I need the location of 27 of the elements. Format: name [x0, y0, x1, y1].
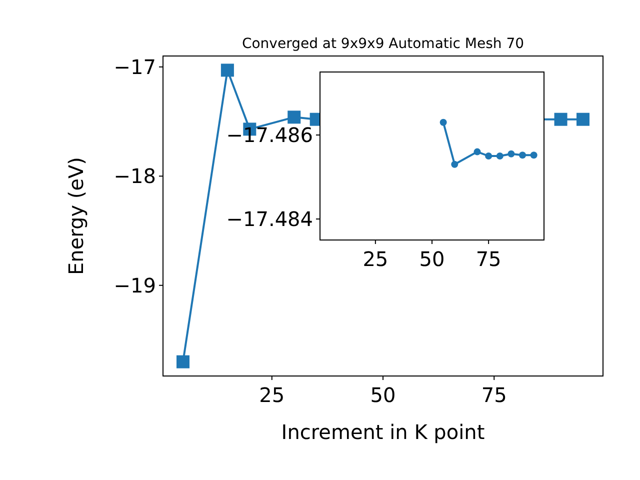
point: [530, 152, 538, 159]
point: [288, 110, 301, 124]
x-tick-label: 50: [419, 247, 445, 271]
y-tick-label: −17: [114, 54, 156, 79]
point: [508, 150, 515, 158]
point: [451, 160, 458, 168]
y-tick-label: −19: [114, 273, 156, 298]
point: [519, 152, 526, 159]
x-tick-label: 50: [370, 383, 396, 407]
x-axis-title: Increment in K point: [281, 420, 485, 444]
point: [440, 118, 447, 126]
chart-title: Converged at 9x9x9 Automatic Mesh 70: [242, 36, 524, 52]
point: [576, 112, 590, 126]
point: [474, 148, 481, 156]
x-tick-label: 75: [476, 247, 502, 271]
y-tick-label: −18: [114, 164, 156, 188]
x-tick-label: 75: [481, 383, 507, 407]
x-tick-label: 25: [362, 247, 388, 271]
point: [176, 355, 190, 368]
point: [554, 112, 568, 126]
y-tick-label: −17.484: [226, 207, 313, 231]
y-axis-title: Energy (eV): [64, 157, 88, 275]
point: [220, 64, 234, 77]
y-tick-label: −17.486: [226, 123, 313, 147]
point: [485, 152, 492, 160]
x-tick-label: 25: [259, 383, 285, 407]
point: [496, 152, 504, 160]
